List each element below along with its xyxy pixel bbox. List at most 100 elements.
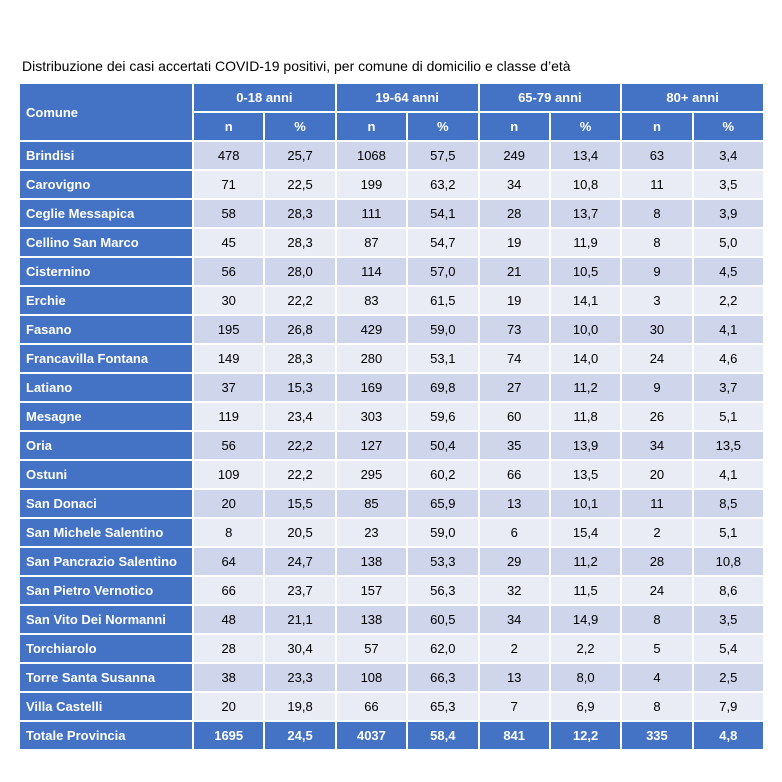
table-row: Ceglie Messapica 58 28,3 111 54,1 28 13,7 8 3,9 [20,200,763,227]
cell-percent: 22,5 [265,171,335,198]
cell-count: 66 [336,693,407,720]
cell-percent: 4,5 [693,258,763,285]
cell-count: 6 [479,519,549,546]
column-header-comune: Comune [20,84,192,140]
cell-percent: 65,9 [408,490,478,517]
table-row: Cellino San Marco 45 28,3 87 54,7 19 11,9 8 5,0 [20,229,763,256]
cell-count: 157 [336,577,407,604]
table-row: Mesagne 119 23,4 303 59,6 60 11,8 26 5,1 [20,403,763,430]
cell-count: 64 [194,548,264,575]
cell-percent: 3,4 [693,142,763,169]
table-body: Brindisi 478 25,7 1068 57,5 249 13,4 63 3,4 Carov… [20,142,763,749]
row-label-comune: Carovigno [20,171,192,198]
cell-count: 34 [479,606,549,633]
cell-count: 56 [194,432,264,459]
cell-percent: 19,8 [265,693,335,720]
covid-cases-table: Comune 0-18 anni 19-64 anni 65-79 anni 8… [18,82,765,751]
cell-percent: 57,0 [408,258,478,285]
cell-count: 149 [194,345,264,372]
cell-count: 4 [622,664,692,691]
table-row: San Pancrazio Salentino 64 24,7 138 53,3 29 11… [20,548,763,575]
cell-percent: 23,7 [265,577,335,604]
cell-percent: 58,4 [408,722,478,749]
cell-count: 138 [336,548,407,575]
cell-percent: 53,1 [408,345,478,372]
cell-percent: 3,5 [693,606,763,633]
subheader-percent: % [693,113,763,140]
cell-count: 138 [336,606,407,633]
cell-count: 30 [194,287,264,314]
cell-count: 295 [336,461,407,488]
cell-percent: 54,7 [408,229,478,256]
column-group-0-18: 0-18 anni [194,84,335,111]
cell-percent: 69,8 [408,374,478,401]
subheader-n: n [479,113,549,140]
row-label-comune: Torre Santa Susanna [20,664,192,691]
table-row: San Vito Dei Normanni 48 21,1 138 60,5 34 14,9… [20,606,763,633]
cell-count: 11 [622,490,692,517]
cell-percent: 12,2 [550,722,621,749]
cell-count: 1695 [194,722,264,749]
cell-percent: 24,5 [265,722,335,749]
cell-count: 195 [194,316,264,343]
cell-percent: 23,3 [265,664,335,691]
cell-percent: 14,9 [550,606,621,633]
table-row: Latiano 37 15,3 169 69,8 27 11,2 9 3,7 [20,374,763,401]
cell-percent: 25,7 [265,142,335,169]
cell-count: 30 [622,316,692,343]
cell-percent: 59,0 [408,316,478,343]
cell-count: 429 [336,316,407,343]
cell-percent: 3,5 [693,171,763,198]
cell-count: 478 [194,142,264,169]
cell-percent: 2,5 [693,664,763,691]
cell-percent: 14,0 [550,345,621,372]
cell-percent: 63,2 [408,171,478,198]
cell-count: 169 [336,374,407,401]
cell-percent: 11,5 [550,577,621,604]
cell-percent: 50,4 [408,432,478,459]
cell-percent: 4,1 [693,316,763,343]
cell-count: 45 [194,229,264,256]
cell-percent: 13,7 [550,200,621,227]
cell-count: 2 [622,519,692,546]
cell-percent: 11,8 [550,403,621,430]
cell-count: 114 [336,258,407,285]
cell-count: 34 [622,432,692,459]
cell-percent: 3,9 [693,200,763,227]
cell-percent: 13,5 [693,432,763,459]
cell-count: 5 [622,635,692,662]
row-label-comune: Ostuni [20,461,192,488]
row-label-comune: Totale Provincia [20,722,192,749]
cell-count: 108 [336,664,407,691]
cell-count: 28 [479,200,549,227]
row-label-comune: Erchie [20,287,192,314]
row-label-comune: Francavilla Fontana [20,345,192,372]
table-title: Distribuzione dei casi accertati COVID-1… [22,58,571,74]
cell-count: 20 [194,490,264,517]
cell-percent: 10,1 [550,490,621,517]
cell-percent: 5,4 [693,635,763,662]
subheader-n: n [622,113,692,140]
cell-count: 71 [194,171,264,198]
cell-percent: 11,2 [550,374,621,401]
cell-percent: 13,4 [550,142,621,169]
cell-count: 11 [622,171,692,198]
cell-count: 28 [194,635,264,662]
cell-count: 24 [622,577,692,604]
row-label-comune: Villa Castelli [20,693,192,720]
cell-count: 303 [336,403,407,430]
cell-percent: 54,1 [408,200,478,227]
row-label-comune: Fasano [20,316,192,343]
row-label-comune: San Pancrazio Salentino [20,548,192,575]
total-row: Totale Provincia 1695 24,5 4037 58,4 841 12,2 3… [20,722,763,749]
cell-percent: 13,5 [550,461,621,488]
table-row: Torre Santa Susanna 38 23,3 108 66,3 13 8,0 4 2,… [20,664,763,691]
cell-count: 74 [479,345,549,372]
cell-percent: 5,1 [693,403,763,430]
cell-count: 32 [479,577,549,604]
cell-percent: 8,6 [693,577,763,604]
cell-count: 4037 [336,722,407,749]
cell-percent: 15,3 [265,374,335,401]
cell-count: 7 [479,693,549,720]
cell-count: 21 [479,258,549,285]
